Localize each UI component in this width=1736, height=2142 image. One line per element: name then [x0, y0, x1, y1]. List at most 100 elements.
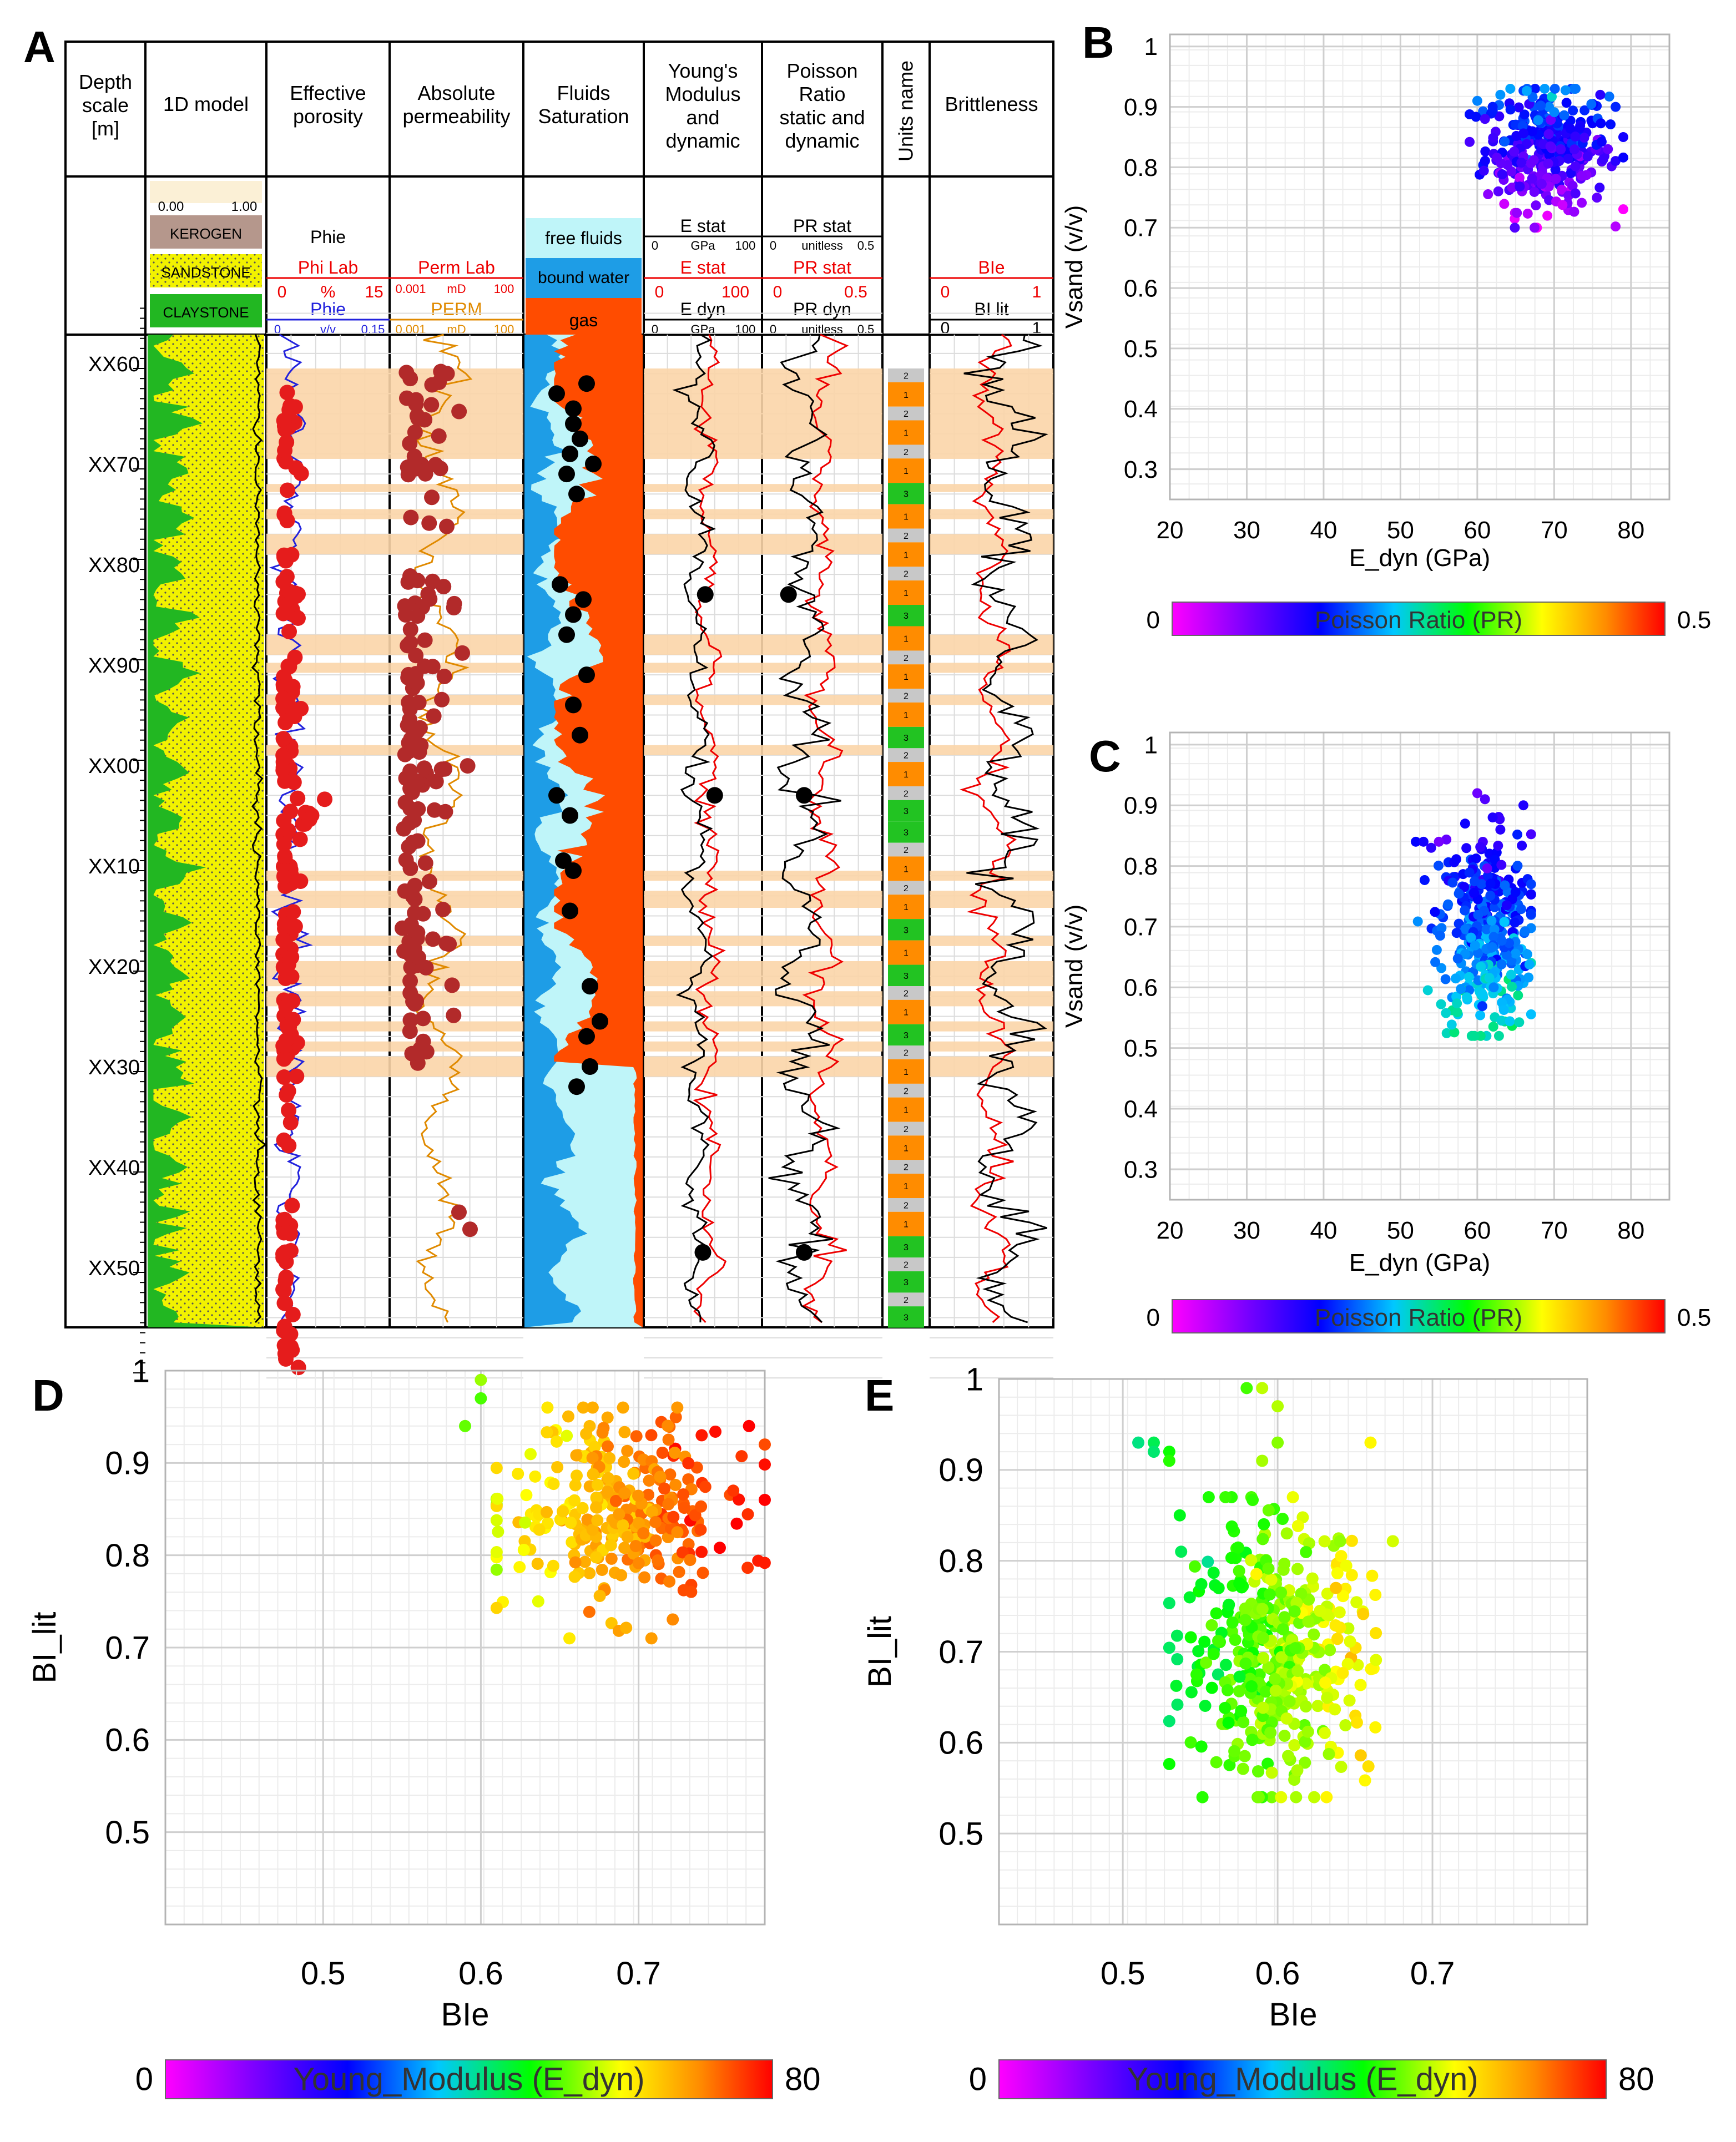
unit-block [888, 664, 924, 689]
free-fluids-swatch [526, 218, 642, 258]
bound-water-swatch [526, 258, 642, 298]
depth-tick-label: XX60 [88, 353, 140, 376]
data-point [1450, 973, 1461, 984]
data-point [596, 1563, 608, 1576]
data-point [1487, 942, 1497, 953]
fluid-sample-point [548, 385, 565, 402]
data-point [1290, 1791, 1303, 1803]
data-point [613, 1508, 625, 1520]
data-point [1212, 1668, 1224, 1681]
data-point [1184, 1631, 1197, 1644]
data-point [605, 1617, 618, 1630]
data-point [1480, 114, 1490, 124]
reservoir-band [644, 936, 762, 946]
prdyn-unit: unitless [801, 322, 843, 336]
data-point [547, 1559, 559, 1572]
permlab-point [408, 648, 424, 664]
data-point [1505, 83, 1516, 94]
bilit-label: BI lit [974, 299, 1008, 319]
unit-block [888, 580, 924, 605]
unit-label: 1 [904, 634, 909, 644]
unit-block [888, 1024, 924, 1046]
data-point [1528, 155, 1539, 165]
y-tick-label: 0.7 [105, 1630, 150, 1666]
data-point [1561, 98, 1572, 108]
bie-min: 0 [941, 283, 950, 301]
philab-min: 0 [277, 283, 287, 301]
data-point [1570, 188, 1581, 199]
data-point [1501, 949, 1512, 960]
data-point [1551, 174, 1561, 184]
data-point [1447, 877, 1458, 888]
philab-point [279, 435, 295, 451]
unit-block [888, 1045, 924, 1059]
bie-label: BIe [978, 257, 1005, 277]
colorbar-title: Young_Modulus (E_dyn) [293, 2062, 644, 2098]
prstat-black-label: PR stat [793, 216, 851, 236]
prdyn-curve [768, 334, 841, 1323]
data-point [621, 1530, 634, 1543]
scatter-panel-e: E 0.5 0.6 0.7 0.5 0.6 0.7 0.8 0.9 1 BIe BI_lit 0 80 Y… [862, 1361, 1654, 2099]
reservoir-band [762, 509, 882, 519]
reservoir-band [390, 534, 523, 554]
data-point [1557, 200, 1568, 210]
data-point [1618, 204, 1628, 215]
data-point [1487, 102, 1498, 112]
data-point [1507, 182, 1517, 193]
philab-point [275, 932, 291, 948]
data-point [1299, 1735, 1311, 1748]
edyn-min: 0 [652, 322, 658, 336]
colorbar-max-label: 80 [785, 2062, 821, 2098]
plot-frame [998, 1378, 1588, 1926]
data-point [1239, 1602, 1251, 1615]
unit-label: 2 [904, 751, 909, 761]
track-header: Young's [668, 59, 738, 82]
data-point [1252, 1791, 1265, 1803]
data-point [587, 1468, 599, 1481]
data-point [669, 1411, 682, 1423]
data-point [1171, 1653, 1184, 1666]
permlab-point [423, 397, 440, 413]
prdyn-max: 0.5 [857, 322, 875, 336]
prstat-red-max: 0.5 [844, 283, 867, 301]
permlab-point [435, 901, 451, 917]
y-tick-label: 1 [132, 1353, 150, 1389]
estat-red-label: E stat [680, 257, 726, 277]
data-point [1354, 1679, 1367, 1691]
data-point [1464, 867, 1475, 878]
data-point [1283, 1695, 1296, 1707]
data-point [1526, 890, 1536, 900]
data-point [1488, 982, 1499, 993]
data-point [1256, 1631, 1269, 1644]
x-tick-label: 0.5 [1101, 1956, 1145, 1992]
track-header: Fluids [557, 82, 610, 104]
data-point [1526, 1009, 1536, 1019]
data-point [1570, 132, 1581, 142]
data-point [1460, 949, 1470, 959]
unit-block [888, 986, 924, 1000]
data-point [1473, 910, 1483, 920]
unit-label: 1 [904, 1008, 909, 1018]
data-point [1485, 891, 1496, 901]
data-point [1519, 109, 1530, 120]
data-point [1469, 887, 1480, 898]
philab-point [285, 904, 301, 920]
philab-point [279, 385, 295, 401]
data-point [1350, 1596, 1363, 1609]
depth-tick-label: XX40 [88, 1156, 140, 1180]
estat-black-label: E stat [680, 216, 726, 236]
philab-point [292, 831, 308, 847]
bilit-max: 1 [1032, 319, 1042, 337]
depth-tick-label: XX70 [88, 453, 140, 477]
data-point [1323, 1747, 1335, 1760]
unit-block [888, 762, 924, 787]
philab-point [278, 998, 294, 1014]
data-point [578, 1555, 591, 1568]
data-point [709, 1425, 722, 1438]
data-point [1545, 141, 1556, 151]
data-point [1478, 165, 1489, 176]
data-point [1330, 1582, 1343, 1594]
data-point [1336, 1590, 1349, 1603]
data-point [1547, 92, 1557, 102]
philab-point [276, 1225, 292, 1241]
